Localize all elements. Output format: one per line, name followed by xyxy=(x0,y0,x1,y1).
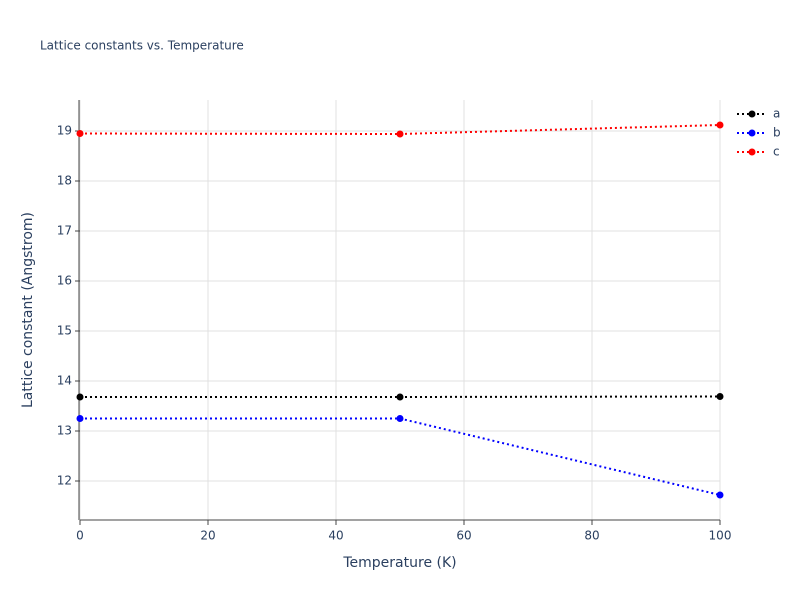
y-tick-label: 15 xyxy=(57,324,72,338)
legend-marker xyxy=(748,148,756,156)
data-point xyxy=(396,393,404,401)
y-tick-label: 12 xyxy=(57,474,72,488)
y-tick-label: 13 xyxy=(57,424,72,438)
y-tick-label: 17 xyxy=(57,224,72,238)
legend-label: b xyxy=(773,126,781,140)
legend-marker xyxy=(748,129,756,137)
y-tick-label: 16 xyxy=(57,274,72,288)
data-point xyxy=(76,415,84,422)
legend-label: c xyxy=(773,145,780,159)
x-axis-title: Temperature (K) xyxy=(342,555,456,571)
y-tick-label: 18 xyxy=(57,174,72,188)
x-tick-label: 40 xyxy=(328,529,343,543)
chart-title: Lattice constants vs. Temperature xyxy=(40,39,244,53)
x-tick-label: 60 xyxy=(456,529,471,543)
x-tick-label: 80 xyxy=(584,529,599,543)
y-tick-label: 14 xyxy=(57,374,72,388)
legend-label: a xyxy=(773,107,780,121)
legend-marker xyxy=(748,110,756,118)
x-tick-label: 20 xyxy=(200,529,215,543)
x-tick-label: 100 xyxy=(709,529,732,543)
data-point xyxy=(396,415,404,422)
data-point xyxy=(396,130,404,138)
data-point xyxy=(716,491,724,499)
x-tick-label: 0 xyxy=(76,529,84,543)
y-tick-label: 19 xyxy=(57,124,72,138)
data-point xyxy=(76,393,84,401)
plot-area xyxy=(76,121,724,499)
data-point xyxy=(716,393,724,400)
legend: abc xyxy=(737,107,781,159)
data-point xyxy=(716,121,724,129)
data-point xyxy=(76,130,84,137)
y-axis-title: Lattice constant (Angstrom) xyxy=(20,212,36,408)
